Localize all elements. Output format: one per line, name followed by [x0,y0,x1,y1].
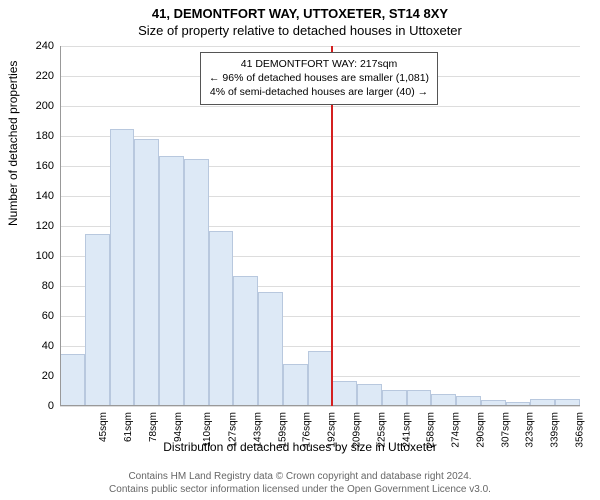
histogram-bar [233,276,258,407]
histogram-bar [283,364,308,406]
x-tick-label: 45sqm [98,412,109,442]
y-tick-label: 0 [24,400,54,412]
annotation-box: 41 DEMONTFORT WAY: 217sqm← 96% of detach… [200,52,438,105]
y-tick-label: 160 [24,160,54,172]
y-tick-label: 200 [24,100,54,112]
y-axis-label: Number of detached properties [6,61,20,226]
y-tick-label: 140 [24,190,54,202]
histogram-bar [357,384,382,407]
histogram-bar [258,292,283,406]
x-axis-label: Distribution of detached houses by size … [0,440,600,454]
histogram-bar [85,234,110,407]
y-tick-label: 220 [24,70,54,82]
footer-line-1: Contains HM Land Registry data © Crown c… [0,470,600,483]
y-tick-label: 40 [24,340,54,352]
x-tick-label: 78sqm [148,412,159,442]
annotation-line-1: 41 DEMONTFORT WAY: 217sqm [209,57,429,71]
y-tick-label: 20 [24,370,54,382]
histogram-bar [159,156,184,407]
y-tick-label: 100 [24,250,54,262]
gridline [60,46,580,47]
annotation-line-2: ← 96% of detached houses are smaller (1,… [209,71,429,85]
x-axis-line [60,405,580,406]
histogram-bar [60,354,85,407]
y-tick-label: 80 [24,280,54,292]
x-tick-label: 94sqm [173,412,184,442]
gridline [60,136,580,137]
chart-title-address: 41, DEMONTFORT WAY, UTTOXETER, ST14 8XY [0,0,600,21]
histogram-bar [134,139,159,406]
histogram-bar [382,390,407,407]
y-tick-label: 180 [24,130,54,142]
chart-subtitle: Size of property relative to detached ho… [0,21,600,38]
y-tick-label: 60 [24,310,54,322]
histogram-bar [332,381,357,407]
x-tick-label: 61sqm [123,412,134,442]
footer-attribution: Contains HM Land Registry data © Crown c… [0,470,600,496]
annotation-line-3: 4% of semi-detached houses are larger (4… [209,85,429,99]
histogram-bar [209,231,234,407]
histogram-bar [184,159,209,407]
gridline [60,106,580,107]
footer-line-2: Contains public sector information licen… [0,483,600,496]
y-tick-label: 120 [24,220,54,232]
histogram-bar [110,129,135,407]
histogram-bar [407,390,432,407]
y-tick-label: 240 [24,40,54,52]
y-axis-line [60,46,61,406]
chart-plot-area: 02040608010012014016018020022024045sqm61… [60,46,580,406]
histogram-bar [308,351,333,407]
gridline [60,406,580,407]
